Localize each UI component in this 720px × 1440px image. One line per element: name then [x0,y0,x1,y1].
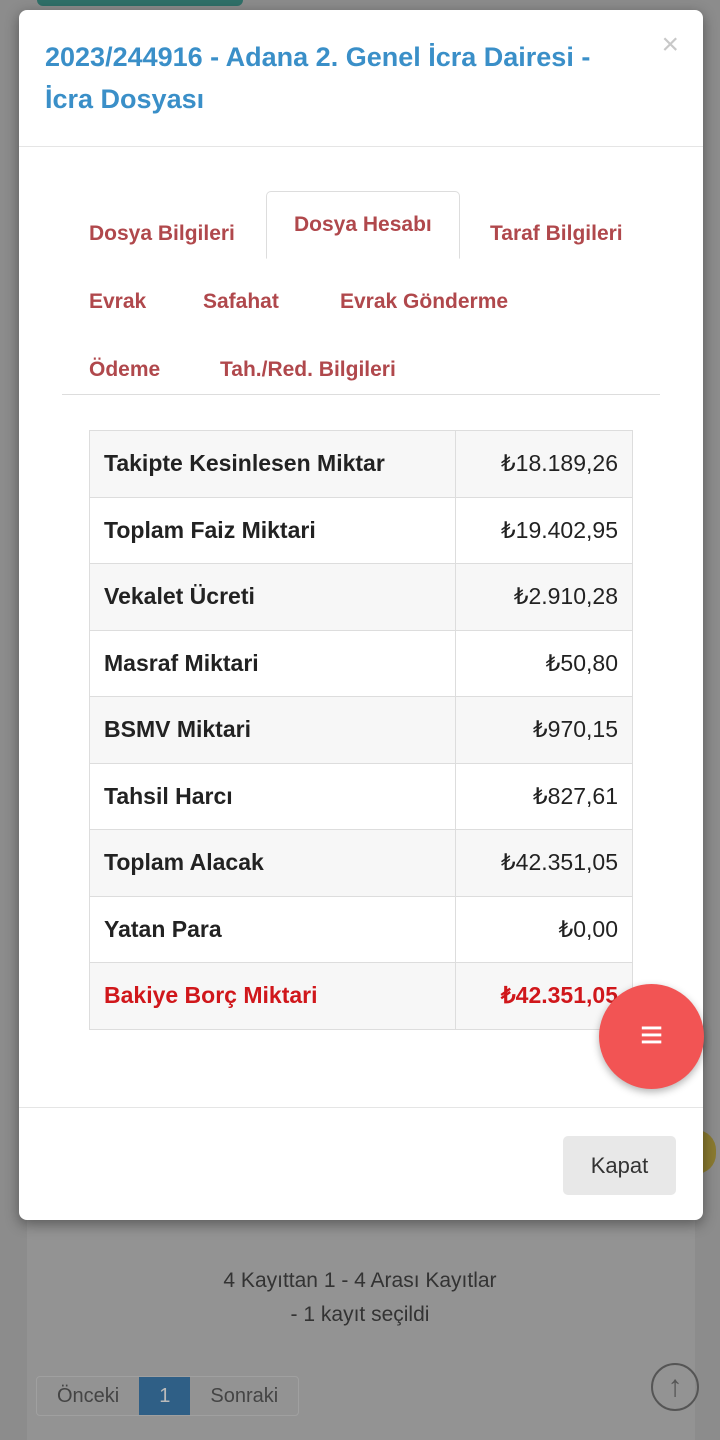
table-row: Toplam Alacak ₺42.351,05 [89,829,633,897]
tab-dosya-bilgileri[interactable]: Dosya Bilgileri [89,222,235,245]
table-row: Vekalet Ücreti ₺2.910,28 [89,563,633,631]
tab-taraf-bilgileri[interactable]: Taraf Bilgileri [490,222,623,245]
row-label: Takipte Kesinlesen Miktar [89,430,456,498]
row-label: Yatan Para [89,895,456,963]
file-modal: 2023/244916 - Adana 2. Genel İcra Daires… [19,10,703,1220]
tab-safahat[interactable]: Safahat [203,290,279,313]
row-label: Vekalet Ücreti [89,563,456,631]
row-label: Masraf Miktari [89,629,456,697]
next-page-button[interactable]: Sonraki [210,1385,279,1407]
balance-row: Bakiye Borç Miktari ₺42.351,05 [89,962,633,1030]
modal-header: 2023/244916 - Adana 2. Genel İcra Daires… [19,10,703,147]
close-button[interactable]: Kapat [563,1136,676,1195]
row-value: ₺19.402,95 [455,496,633,564]
records-count: 4 Kayıttan 1 - 4 Arası Kayıtlar [223,1269,497,1292]
tab-tah-red-bilgileri[interactable]: Tah./Red. Bilgileri [220,358,396,381]
prev-page-button[interactable]: Önceki [57,1385,120,1407]
row-value: ₺827,61 [455,762,633,830]
modal-footer-divider [19,1107,703,1108]
close-icon[interactable]: × [661,28,679,61]
background-panel [27,1180,695,1440]
modal-title: 2023/244916 - Adana 2. Genel İcra Daires… [45,42,591,114]
table-row: Tahsil Harcı ₺827,61 [89,762,633,830]
table-row: Masraf Miktari ₺50,80 [89,629,633,697]
row-value: ₺18.189,26 [455,430,633,498]
row-value: ₺2.910,28 [455,563,633,631]
page-1-button[interactable]: 1 [139,1377,191,1415]
table-row: Yatan Para ₺0,00 [89,895,633,963]
records-info: 4 Kayıttan 1 - 4 Arası Kayıtlar - 1 kayıt… [0,1264,720,1332]
background-button [37,0,243,6]
row-value: ₺42.351,05 [455,829,633,897]
tab-evrak-gonderme[interactable]: Evrak Gönderme [340,290,509,313]
row-value: ₺50,80 [455,629,633,697]
tabs: Dosya Bilgileri Dosya Hesabı Taraf Bilgi… [62,191,660,395]
row-value: ₺970,15 [455,696,633,764]
table-row: Takipte Kesinlesen Miktar ₺18.189,26 [89,430,633,498]
row-label: Toplam Faiz Miktari [89,496,456,564]
records-selected: - 1 kayıt seçildi [290,1303,430,1326]
menu-icon[interactable]: ≡ [599,984,704,1089]
tab-dosya-hesabi[interactable]: Dosya Hesabı [266,191,460,259]
row-label: BSMV Miktari [89,696,456,764]
table-row: BSMV Miktari ₺970,15 [89,696,633,764]
row-label: Bakiye Borç Miktari [89,962,456,1030]
pagination: Önceki 1 Sonraki [36,1376,300,1416]
account-table: Takipte Kesinlesen Miktar ₺18.189,26 Topl… [89,430,633,1030]
row-label: Tahsil Harcı [89,762,456,830]
scroll-top-icon[interactable]: ↑ [651,1363,699,1411]
tab-odeme[interactable]: Ödeme [89,358,161,381]
tab-evrak[interactable]: Evrak [89,290,147,313]
row-label: Toplam Alacak [89,829,456,897]
table-row: Toplam Faiz Miktari ₺19.402,95 [89,496,633,564]
row-value: ₺0,00 [455,895,633,963]
